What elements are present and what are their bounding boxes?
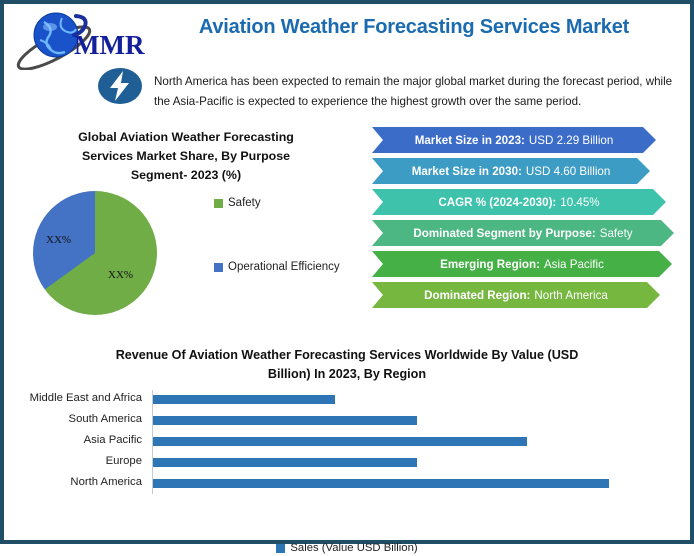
bar-category-label: Asia Pacific xyxy=(83,434,142,446)
pie-legend: Safety Operational Efficiency xyxy=(214,195,354,323)
svg-text:MMR: MMR xyxy=(74,30,145,60)
pie-title-line-1: Global Aviation Weather Forecasting xyxy=(78,130,294,144)
middle-row: Global Aviation Weather Forecasting Serv… xyxy=(4,122,690,344)
chip-value: USD 4.60 Billion xyxy=(525,164,611,178)
pie-chart-area: XX% XX% Safety Operational Efficiency xyxy=(10,191,362,319)
bar-chart-legend: Sales (Value USD Billion) xyxy=(4,540,690,556)
bar-legend-label: Sales (Value USD Billion) xyxy=(290,542,418,554)
chip-label: Market Size in 2023: xyxy=(414,133,525,147)
legend-swatch-icon xyxy=(214,263,223,272)
chip-market-size-2030: Market Size in 2030: USD 4.60 Billion xyxy=(372,158,650,184)
pie-legend-label-safety: Safety xyxy=(228,197,261,209)
table-row: South America xyxy=(4,411,690,431)
chip-emerging-region: Emerging Region: Asia Pacific xyxy=(372,251,672,277)
chip-label: Dominated Region: xyxy=(424,288,531,302)
chip-value: North America xyxy=(534,288,608,302)
pie-chart-panel: Global Aviation Weather Forecasting Serv… xyxy=(10,124,362,334)
chip-label: CAGR % (2024-2030): xyxy=(438,195,557,209)
bar-south-america xyxy=(153,416,418,425)
header-subtitle: North America has been expected to remai… xyxy=(154,75,673,108)
pie-legend-label-operational: Operational Efficiency xyxy=(228,261,340,273)
pie-legend-item-safety: Safety xyxy=(214,195,354,211)
bar-title-line-2: Billion) In 2023, By Region xyxy=(267,367,427,381)
bar-category-label: North America xyxy=(70,476,142,488)
chip-value: Asia Pacific xyxy=(543,257,604,271)
lightning-bolt-icon xyxy=(97,66,143,106)
pie-chart-title: Global Aviation Weather Forecasting Serv… xyxy=(36,128,336,185)
bar-category-label: Europe xyxy=(105,455,142,467)
chip-label: Emerging Region: xyxy=(440,257,540,271)
page-title: Aviation Weather Forecasting Services Ma… xyxy=(198,16,630,38)
bar-chart-title: Revenue Of Aviation Weather Forecasting … xyxy=(67,346,627,384)
legend-swatch-icon xyxy=(214,199,223,208)
chip-dominated-region: Dominated Region: North America xyxy=(372,282,660,308)
bar-category-label: Middle East and Africa xyxy=(29,392,142,404)
bar-chart-axis xyxy=(152,390,153,494)
chip-label: Dominated Segment by Purpose: xyxy=(413,226,596,240)
bar-north-america xyxy=(153,479,609,488)
bar-category-label: South America xyxy=(68,413,142,425)
chip-market-size-2023: Market Size in 2023: USD 2.29 Billion xyxy=(372,127,656,153)
key-metrics-chips: Market Size in 2023: USD 2.29 Billion Mar… xyxy=(372,127,688,313)
bar-chart-panel: Revenue Of Aviation Weather Forecasting … xyxy=(4,346,690,554)
table-row: Asia Pacific xyxy=(4,432,690,452)
header: MMR Aviation Weather Forecasting Service… xyxy=(4,4,690,122)
bar-chart-plot: Middle East and Africa South America Asi… xyxy=(4,390,690,554)
pie-title-line-3: Segment- 2023 (%) xyxy=(130,168,242,182)
bar-middle-east-and-africa xyxy=(153,395,336,404)
chip-label: Market Size in 2030: xyxy=(411,164,522,178)
bar-asia-pacific xyxy=(153,437,527,446)
legend-swatch-icon xyxy=(276,543,286,553)
pie-data-label-safety: XX% xyxy=(108,269,134,281)
globe-logo-icon: MMR xyxy=(12,8,172,70)
pie-title-line-2: Services Market Share, By Purpose xyxy=(82,149,290,163)
pie-legend-item-operational: Operational Efficiency xyxy=(214,259,354,275)
table-row: Europe xyxy=(4,453,690,473)
chip-value: Safety xyxy=(599,226,633,240)
table-row: North America xyxy=(4,474,690,494)
pie-data-label-operational: XX% xyxy=(46,234,72,246)
chip-value: 10.45% xyxy=(560,195,600,209)
pie-slices xyxy=(33,191,157,315)
chip-value: USD 2.29 Billion xyxy=(528,133,614,147)
chip-cagr: CAGR % (2024-2030): 10.45% xyxy=(372,189,666,215)
chip-dominated-segment: Dominated Segment by Purpose: Safety xyxy=(372,220,674,246)
table-row: Middle East and Africa xyxy=(4,390,690,410)
bar-europe xyxy=(153,458,418,467)
bar-title-line-1: Revenue Of Aviation Weather Forecasting … xyxy=(115,348,579,362)
